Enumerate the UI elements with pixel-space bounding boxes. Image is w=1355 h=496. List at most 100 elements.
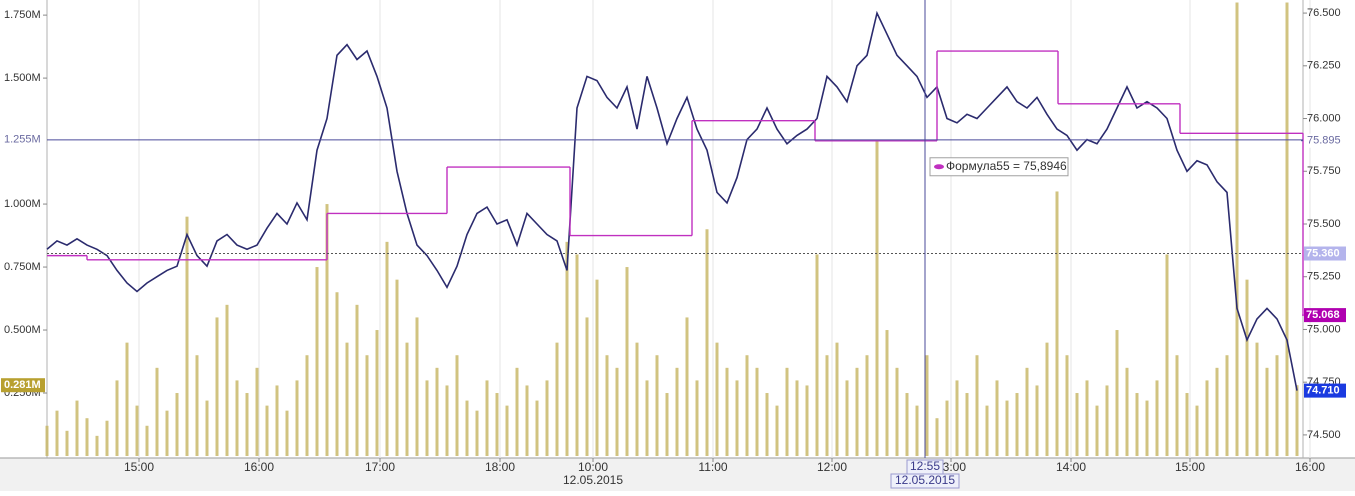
level-box xyxy=(1304,308,1346,323)
volume-bar xyxy=(815,254,819,456)
y-tick-label: 0.500M xyxy=(4,324,41,336)
volume-bar xyxy=(315,267,319,456)
volume-bar xyxy=(515,367,519,456)
x-tick-label: 10:00 xyxy=(578,460,608,474)
volume-bar xyxy=(335,292,339,456)
level-label: 75.068 xyxy=(1306,309,1340,321)
volume-bar xyxy=(1255,342,1259,456)
volume-bar xyxy=(365,355,369,456)
volume-bar xyxy=(1235,2,1239,456)
y2-tick-label: 75.500 xyxy=(1307,218,1341,230)
volume-bar xyxy=(775,405,779,456)
volume-bar xyxy=(345,342,349,456)
volume-bar xyxy=(225,304,229,456)
volume-bar xyxy=(1215,367,1219,456)
volume-bar xyxy=(255,367,259,456)
x-tick-label: 17:00 xyxy=(365,460,395,474)
volume-bar xyxy=(1265,367,1269,456)
level-label: 74.710 xyxy=(1306,385,1340,397)
volume-bar xyxy=(665,393,669,456)
y2-tick-label: 76.000 xyxy=(1307,112,1341,124)
volume-bar xyxy=(485,380,489,456)
volume-bar xyxy=(855,367,859,456)
volume-bar xyxy=(825,355,829,456)
volume-bar xyxy=(165,410,169,456)
volume-bar xyxy=(1045,342,1049,456)
volume-bar xyxy=(965,393,969,456)
y2-tick-label: 74.500 xyxy=(1307,429,1341,441)
tooltip-swatch xyxy=(934,164,944,170)
volume-bar xyxy=(795,380,799,456)
volume-bar xyxy=(1105,385,1109,456)
volume-bar xyxy=(1295,385,1299,456)
volume-bar xyxy=(635,342,639,456)
volume-bar xyxy=(505,405,509,456)
volume-bar xyxy=(845,380,849,456)
volume-bar xyxy=(1015,393,1019,456)
volume-marker-label: 0.281M xyxy=(4,379,41,391)
volume-bar xyxy=(425,380,429,456)
volume-bar xyxy=(1125,367,1129,456)
crosshair-date-box xyxy=(890,473,960,489)
volume-bar xyxy=(525,385,529,456)
y2-tick-label: 76.250 xyxy=(1307,60,1341,72)
grid xyxy=(43,0,1311,462)
volume-bar xyxy=(675,367,679,456)
volume-bar xyxy=(975,355,979,456)
volume-bar xyxy=(765,393,769,456)
volume-bar xyxy=(495,393,499,456)
volume-bar xyxy=(65,430,69,456)
volume-bar xyxy=(725,367,729,456)
volume-bar xyxy=(615,367,619,456)
level-label: 75.360 xyxy=(1306,247,1340,259)
volume-bar xyxy=(575,254,579,456)
x-tick-label: 14:00 xyxy=(1056,460,1086,474)
crosshair-y2-label: 75.895 xyxy=(1307,135,1341,147)
y-tick-label: 0.750M xyxy=(4,261,41,273)
y-tick-label: 1.500M xyxy=(4,72,41,84)
volume-bar xyxy=(55,410,59,456)
volume-bar xyxy=(285,410,289,456)
volume-bar xyxy=(875,141,879,456)
volume-bar xyxy=(865,355,869,456)
volume-bar xyxy=(205,400,209,456)
volume-bar xyxy=(1075,393,1079,456)
volume-bar xyxy=(265,405,269,456)
volume-bar xyxy=(985,405,989,456)
volume-bar xyxy=(475,410,479,456)
volume-bar xyxy=(275,385,279,456)
y-tick-label: 1.000M xyxy=(4,198,41,210)
volume-bar xyxy=(75,400,79,456)
level-box xyxy=(1304,383,1346,398)
volume-bar xyxy=(595,279,599,456)
x-tick-label: 16:00 xyxy=(1295,460,1325,474)
volume-bar xyxy=(1095,405,1099,456)
volume-bar xyxy=(1275,355,1279,456)
volume-bar xyxy=(805,385,809,456)
volume-bar xyxy=(585,317,589,456)
volume-bar xyxy=(925,355,929,456)
volume-bar xyxy=(45,425,49,456)
volume-bar xyxy=(175,393,179,456)
volume-bar xyxy=(185,216,189,456)
crosshair-y-box xyxy=(1,132,46,147)
x-tick-label: 15:00 xyxy=(1175,460,1205,474)
volume-bar xyxy=(145,425,149,456)
y2-tick-label: 75.000 xyxy=(1307,323,1341,335)
volume-bar xyxy=(1285,2,1289,456)
volume-bar xyxy=(355,304,359,456)
volume-bar xyxy=(685,317,689,456)
y2-tick-label: 75.250 xyxy=(1307,271,1341,283)
volume-bar xyxy=(1165,254,1169,456)
volume-bar xyxy=(85,418,89,456)
volume-bar xyxy=(95,435,99,456)
volume-bar xyxy=(1205,380,1209,456)
volume-bar xyxy=(955,380,959,456)
volume-bar xyxy=(435,367,439,456)
x-tick-label: 11:00 xyxy=(698,460,727,474)
volume-bar xyxy=(605,355,609,456)
volume-bar xyxy=(1055,191,1059,457)
volume-bar xyxy=(455,355,459,456)
volume-bar xyxy=(625,267,629,456)
